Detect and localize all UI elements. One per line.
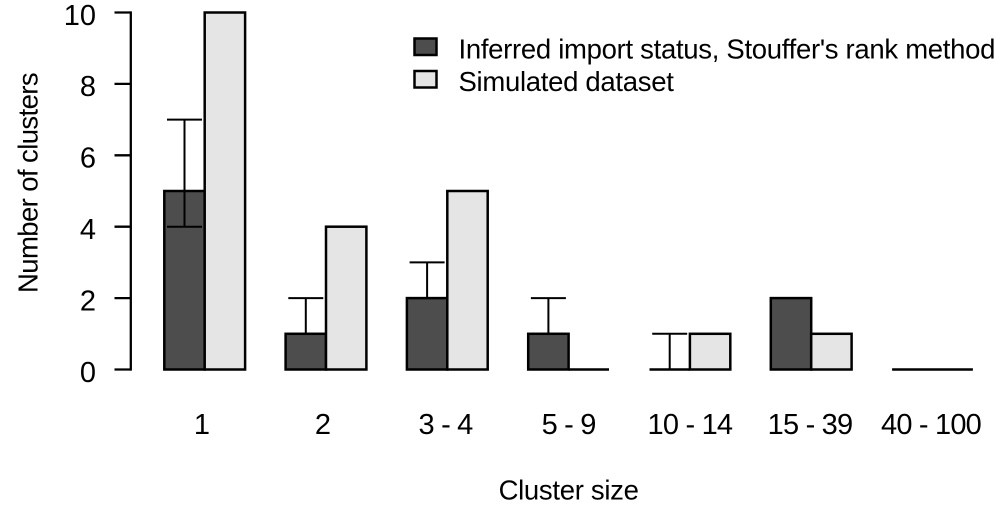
svg-text:Simulated dataset: Simulated dataset — [459, 66, 675, 97]
svg-text:2: 2 — [315, 409, 330, 441]
svg-text:2: 2 — [80, 285, 96, 317]
svg-text:15 - 39: 15 - 39 — [768, 409, 853, 441]
svg-text:1: 1 — [194, 409, 209, 441]
svg-text:8: 8 — [80, 71, 96, 103]
svg-text:0: 0 — [80, 357, 96, 389]
svg-text:10 - 14: 10 - 14 — [648, 409, 733, 441]
svg-text:6: 6 — [80, 143, 96, 175]
svg-text:Number of clusters: Number of clusters — [13, 73, 44, 293]
svg-text:3 - 4: 3 - 4 — [418, 409, 473, 441]
svg-text:40 - 100: 40 - 100 — [881, 409, 981, 441]
svg-text:Cluster size: Cluster size — [499, 474, 639, 505]
svg-text:4: 4 — [80, 214, 96, 246]
svg-text:5 - 9: 5 - 9 — [542, 409, 596, 441]
svg-text:10: 10 — [64, 0, 96, 32]
svg-text:Inferred import status, Stouff: Inferred import status, Stouffer's rank … — [459, 33, 996, 64]
